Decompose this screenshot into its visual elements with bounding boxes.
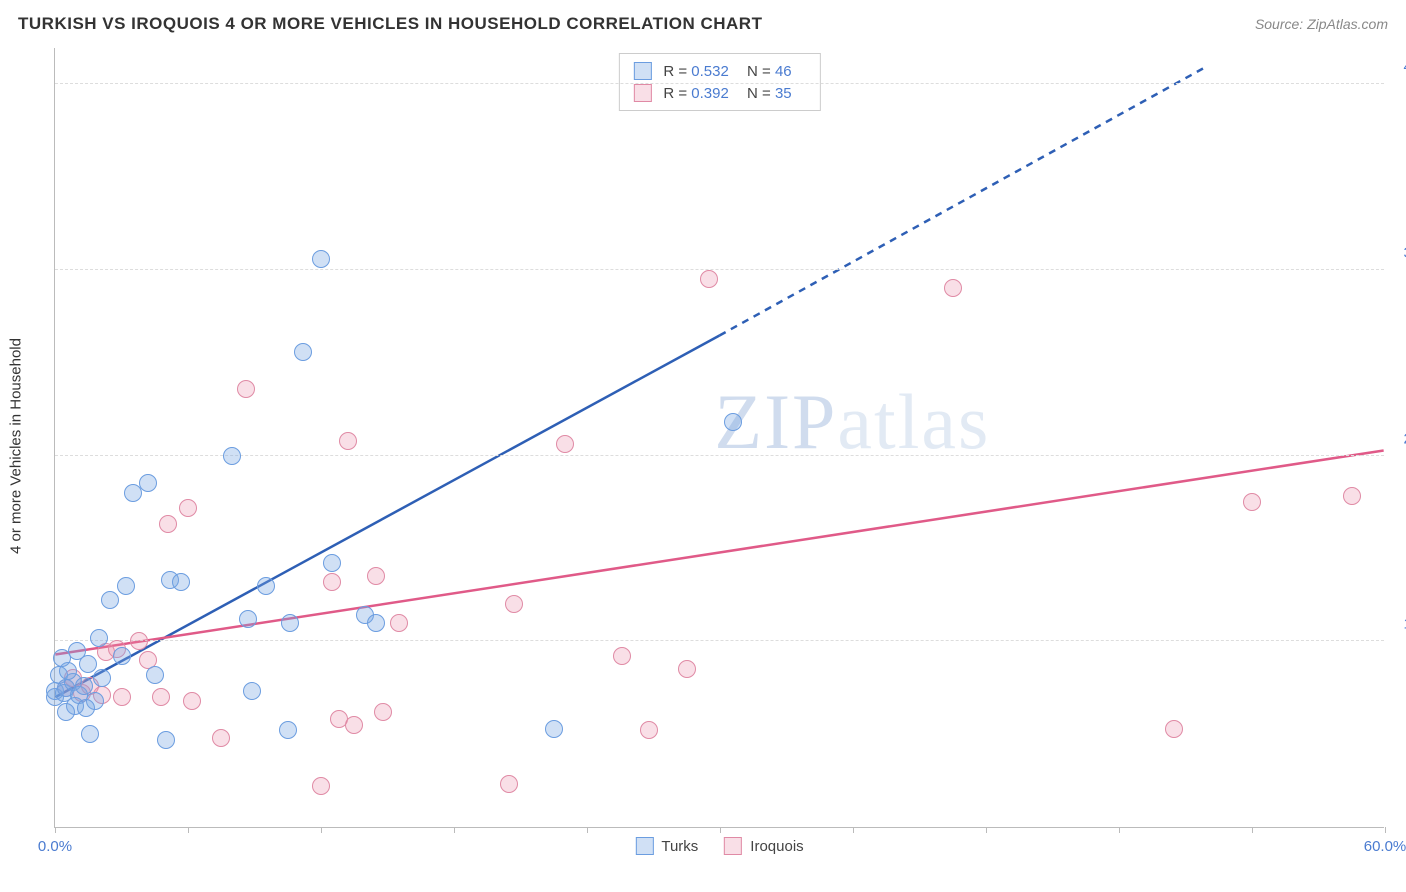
scatter-point-iroquois [505, 595, 523, 613]
swatch-turks-icon [635, 837, 653, 855]
scatter-point-turks [294, 343, 312, 361]
gridline [55, 640, 1384, 641]
scatter-point-iroquois [183, 692, 201, 710]
x-tick [853, 827, 854, 833]
watermark-text: ZIPatlas [714, 377, 990, 467]
scatter-point-iroquois [678, 660, 696, 678]
scatter-point-iroquois [1243, 493, 1261, 511]
legend-row-iroquois: R = 0.392 N = 35 [633, 82, 805, 104]
legend-item-turks: Turks [635, 837, 698, 855]
x-tick [720, 827, 721, 833]
y-axis-label: 4 or more Vehicles in Household [8, 338, 25, 554]
scatter-point-iroquois [556, 435, 574, 453]
scatter-point-turks [281, 614, 299, 632]
gridline [55, 83, 1384, 84]
x-tick [188, 827, 189, 833]
scatter-point-iroquois [130, 632, 148, 650]
x-tick [321, 827, 322, 833]
scatter-point-turks [81, 725, 99, 743]
scatter-point-turks [545, 720, 563, 738]
scatter-point-turks [146, 666, 164, 684]
scatter-point-turks [90, 629, 108, 647]
scatter-point-turks [77, 699, 95, 717]
x-tick [1385, 827, 1386, 833]
scatter-point-iroquois [500, 775, 518, 793]
scatter-point-turks [257, 577, 275, 595]
scatter-chart: ZIPatlas R = 0.532 N = 46 R = 0.392 N = … [54, 48, 1384, 828]
scatter-point-turks [312, 250, 330, 268]
scatter-point-iroquois [323, 573, 341, 591]
x-tick-label: 0.0% [38, 838, 72, 855]
scatter-point-turks [101, 591, 119, 609]
scatter-point-iroquois [367, 567, 385, 585]
scatter-point-turks [239, 610, 257, 628]
scatter-point-turks [172, 573, 190, 591]
series-legend: Turks Iroquois [635, 837, 803, 855]
scatter-point-iroquois [640, 721, 658, 739]
scatter-point-iroquois [1343, 487, 1361, 505]
scatter-point-turks [68, 642, 86, 660]
gridline [55, 269, 1384, 270]
x-tick-label: 60.0% [1364, 838, 1406, 855]
swatch-iroquois-icon [724, 837, 742, 855]
scatter-point-iroquois [339, 432, 357, 450]
scatter-point-turks [157, 731, 175, 749]
scatter-point-turks [367, 614, 385, 632]
scatter-point-turks [113, 647, 131, 665]
scatter-point-turks [724, 413, 742, 431]
scatter-point-turks [53, 649, 71, 667]
trend-lines-svg [55, 48, 1384, 827]
legend-row-turks: R = 0.532 N = 46 [633, 60, 805, 82]
scatter-point-iroquois [700, 270, 718, 288]
scatter-point-iroquois [944, 279, 962, 297]
scatter-point-turks [139, 474, 157, 492]
scatter-point-iroquois [179, 499, 197, 517]
scatter-point-iroquois [159, 515, 177, 533]
scatter-point-turks [323, 554, 341, 572]
scatter-point-iroquois [113, 688, 131, 706]
scatter-point-iroquois [374, 703, 392, 721]
scatter-point-iroquois [237, 380, 255, 398]
scatter-point-iroquois [1165, 720, 1183, 738]
scatter-point-iroquois [152, 688, 170, 706]
source-attribution: Source: ZipAtlas.com [1255, 16, 1388, 32]
scatter-point-turks [279, 721, 297, 739]
x-tick [1119, 827, 1120, 833]
chart-title: TURKISH VS IROQUOIS 4 OR MORE VEHICLES I… [18, 14, 762, 34]
scatter-point-iroquois [613, 647, 631, 665]
chart-header: TURKISH VS IROQUOIS 4 OR MORE VEHICLES I… [18, 14, 1388, 34]
scatter-point-turks [57, 703, 75, 721]
scatter-point-iroquois [345, 716, 363, 734]
scatter-point-turks [223, 447, 241, 465]
scatter-point-iroquois [212, 729, 230, 747]
scatter-point-turks [117, 577, 135, 595]
x-tick [986, 827, 987, 833]
x-tick [587, 827, 588, 833]
scatter-point-iroquois [390, 614, 408, 632]
scatter-point-iroquois [312, 777, 330, 795]
swatch-turks-icon [633, 62, 651, 80]
x-tick [55, 827, 56, 833]
gridline [55, 455, 1384, 456]
legend-item-iroquois: Iroquois [724, 837, 803, 855]
correlation-legend: R = 0.532 N = 46 R = 0.392 N = 35 [618, 53, 820, 111]
x-tick [454, 827, 455, 833]
x-tick [1252, 827, 1253, 833]
scatter-point-turks [243, 682, 261, 700]
scatter-point-turks [93, 669, 111, 687]
swatch-iroquois-icon [633, 84, 651, 102]
